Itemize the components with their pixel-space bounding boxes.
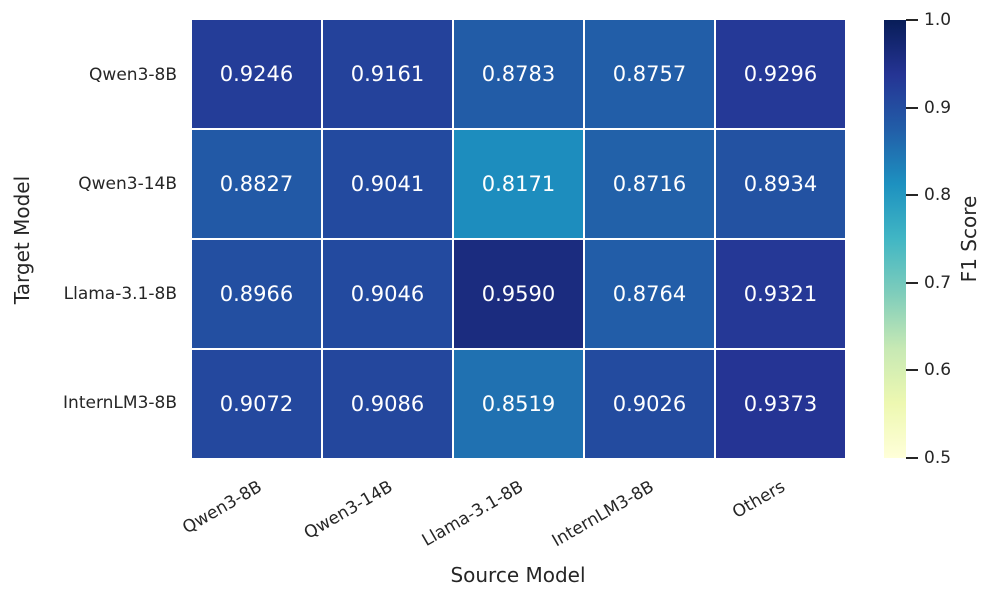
colorbar-label: F1 Score [957, 195, 981, 283]
heatmap-cell: 0.8827 [192, 130, 321, 238]
heatmap-cell: 0.8764 [585, 240, 714, 348]
y-tick-label: InternLM3-8B [63, 393, 177, 414]
heatmap-cell: 0.8519 [454, 350, 583, 458]
heatmap-cell: 0.8934 [716, 130, 845, 238]
colorbar-tick [906, 369, 918, 372]
colorbar-tick-label: 0.8 [924, 185, 952, 206]
heatmap-cell: 0.9072 [192, 350, 321, 458]
heatmap-cell: 0.9246 [192, 20, 321, 128]
heatmap-cell: 0.8783 [454, 20, 583, 128]
x-axis-label: Source Model [450, 563, 586, 587]
heatmap-cell: 0.9041 [323, 130, 452, 238]
colorbar-tick [906, 194, 918, 197]
colorbar-tick [906, 457, 918, 459]
heatmap-cell: 0.9046 [323, 240, 452, 348]
heatmap-cell: 0.8716 [585, 130, 714, 238]
x-tick-label: InternLM3-8B [548, 476, 658, 552]
heatmap-cell: 0.8757 [585, 20, 714, 128]
y-tick-label: Llama-3.1-8B [63, 283, 177, 304]
colorbar [884, 20, 906, 458]
heatmap-cell: 0.9590 [454, 240, 583, 348]
colorbar-tick-label: 0.6 [924, 360, 952, 381]
heatmap-cell: 0.9086 [323, 350, 452, 458]
colorbar-tick-label: 0.7 [924, 272, 952, 293]
colorbar-tick [906, 106, 918, 109]
y-axis-label: Target Model [10, 175, 34, 305]
heatmap-cell: 0.9026 [585, 350, 714, 458]
x-tick-label: Others [728, 476, 789, 523]
x-tick-label: Llama-3.1-8B [418, 476, 527, 551]
y-tick-label: Qwen3-14B [78, 174, 177, 195]
heatmap-cell: 0.9296 [716, 20, 845, 128]
colorbar-tick-label: 1.0 [924, 10, 952, 30]
heatmap-cell: 0.8966 [192, 240, 321, 348]
colorbar-tick [906, 281, 918, 284]
heatmap-cell: 0.9161 [323, 20, 452, 128]
y-tick-label: Qwen3-8B [89, 64, 177, 85]
colorbar-tick-label: 0.5 [924, 448, 952, 468]
heatmap-grid: 0.9246 0.9161 0.8783 0.8757 0.9296 0.8827 0.90… [192, 20, 845, 458]
x-tick-label: Qwen3-8B [179, 476, 266, 539]
x-tick-label: Qwen3-14B [300, 476, 397, 544]
colorbar-tick-label: 0.9 [924, 97, 952, 118]
heatmap-cell: 0.8171 [454, 130, 583, 238]
colorbar-tick [906, 19, 918, 21]
heatmap-cell: 0.9373 [716, 350, 845, 458]
heatmap-cell: 0.9321 [716, 240, 845, 348]
